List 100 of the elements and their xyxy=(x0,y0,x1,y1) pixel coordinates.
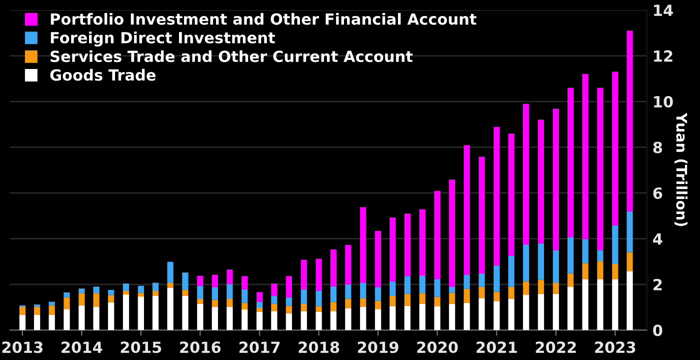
bar xyxy=(419,304,426,330)
bar xyxy=(448,179,456,287)
bar xyxy=(271,283,278,296)
bar xyxy=(552,108,559,250)
bar xyxy=(212,307,218,330)
bar xyxy=(345,298,352,308)
bar xyxy=(434,190,440,280)
bar xyxy=(612,279,618,330)
bar xyxy=(286,276,292,298)
y-tick-label: 10 xyxy=(654,96,673,108)
bar xyxy=(582,239,588,264)
bar xyxy=(78,293,85,306)
bar xyxy=(256,307,263,312)
bar xyxy=(212,287,218,300)
legend-label: Foreign Direct Investment xyxy=(50,32,275,46)
bar xyxy=(522,281,530,295)
bar xyxy=(612,72,618,226)
bar xyxy=(626,211,633,252)
bar xyxy=(316,306,322,312)
bar xyxy=(167,288,174,330)
y-axis-title: Yuan (Trillion) xyxy=(674,112,688,226)
bar xyxy=(316,258,322,292)
bar xyxy=(330,286,336,302)
bar xyxy=(242,310,248,330)
bar xyxy=(242,302,248,310)
x-tick-label: 2020 xyxy=(417,342,458,354)
bar xyxy=(108,302,114,330)
bar xyxy=(345,284,352,299)
bar xyxy=(316,291,322,306)
bar xyxy=(374,230,382,288)
x-tick-label: 2013 xyxy=(2,342,43,354)
bar xyxy=(404,214,410,276)
bar xyxy=(597,250,604,262)
bar xyxy=(78,288,85,294)
bar xyxy=(552,294,559,330)
bar xyxy=(93,286,100,294)
bar xyxy=(567,237,574,274)
bar xyxy=(582,279,588,330)
y-tick-label: 2 xyxy=(654,278,662,290)
bar xyxy=(286,297,292,306)
bar xyxy=(448,286,456,293)
bar xyxy=(108,290,114,296)
bar xyxy=(538,294,544,330)
bar xyxy=(494,126,500,266)
x-tick-label: 2019 xyxy=(358,342,398,354)
x-tick-label: 2018 xyxy=(298,342,340,354)
bar xyxy=(34,306,40,316)
x-tick-label: 2016 xyxy=(180,342,221,354)
legend-label: Services Trade and Other Current Account xyxy=(50,50,413,62)
y-tick-label: 8 xyxy=(653,142,662,154)
bar xyxy=(300,289,307,304)
y-tick-label: 4 xyxy=(653,233,662,244)
bar xyxy=(286,306,292,314)
bar xyxy=(64,297,70,310)
bar xyxy=(404,306,410,330)
bar xyxy=(286,313,292,330)
bar xyxy=(242,289,248,303)
bar xyxy=(316,312,322,330)
bar xyxy=(552,250,559,284)
bar xyxy=(300,304,307,312)
bar xyxy=(626,30,633,212)
bar xyxy=(567,88,574,238)
bar xyxy=(434,306,440,330)
bar xyxy=(360,307,366,330)
bar xyxy=(226,307,233,330)
bar xyxy=(300,311,307,330)
legend-label: Portfolio Investment and Other Financial Account xyxy=(50,12,476,25)
bar xyxy=(345,308,352,330)
bar xyxy=(448,304,456,330)
bar xyxy=(93,293,100,308)
bar xyxy=(464,302,470,330)
bar xyxy=(226,299,233,308)
bar xyxy=(508,134,514,256)
bar xyxy=(626,252,633,272)
bar xyxy=(34,315,40,330)
bar xyxy=(390,306,396,330)
bar xyxy=(464,275,470,289)
bar xyxy=(93,307,100,330)
y-tick-label: 14 xyxy=(654,4,673,16)
bar xyxy=(464,288,470,303)
bar xyxy=(419,293,426,304)
bar xyxy=(478,273,485,287)
x-tick-label: 2021 xyxy=(476,342,517,354)
bar xyxy=(64,309,70,330)
bar xyxy=(404,294,410,306)
bar xyxy=(271,304,278,312)
x-tick-label: 2022 xyxy=(536,342,576,354)
bar xyxy=(197,286,204,300)
bar xyxy=(522,104,530,244)
bar xyxy=(390,281,396,296)
bar xyxy=(167,262,174,284)
bar xyxy=(167,283,174,288)
bar xyxy=(19,315,26,330)
bar xyxy=(360,298,366,308)
bar xyxy=(478,156,485,274)
bar xyxy=(182,272,188,290)
bar xyxy=(597,279,604,330)
bar xyxy=(434,279,440,297)
y-tick-label: 0 xyxy=(653,324,662,336)
bar xyxy=(138,292,144,297)
